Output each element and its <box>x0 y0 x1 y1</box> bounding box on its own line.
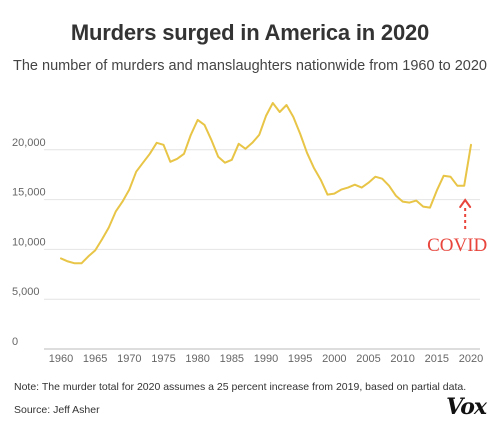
x-tick-label: 1980 <box>185 353 209 365</box>
x-tick-label: 1970 <box>117 353 141 365</box>
y-tick-label: 20,000 <box>12 137 46 149</box>
chart-title: Murders surged in America in 2020 <box>70 20 430 45</box>
x-tick-label: 1990 <box>254 353 278 365</box>
annotations: COVID <box>427 198 487 256</box>
y-tick-label: 5,000 <box>12 286 40 298</box>
y-tick-label: 15,000 <box>12 187 46 199</box>
x-tick-label: 1985 <box>220 353 244 365</box>
x-tick-label: 2005 <box>356 353 380 365</box>
grid-lines <box>44 149 480 350</box>
x-tick-label: 2010 <box>390 353 414 365</box>
y-axis-ticks: 0 5,000 10,000 15,000 20,000 <box>12 137 46 348</box>
x-tick-label: 1995 <box>288 353 312 365</box>
series-line-murders <box>60 102 472 265</box>
chart-subtitle: The number of murders and manslaughters … <box>13 58 487 74</box>
x-tick-label: 1965 <box>83 353 107 365</box>
covid-annotation-label: COVID <box>427 235 487 256</box>
x-tick-label: 2015 <box>425 353 449 365</box>
x-tick-label: 1975 <box>151 353 175 365</box>
x-tick-label: 2020 <box>459 353 483 365</box>
footnote: Note: The murder total for 2020 assumes … <box>14 381 467 393</box>
x-tick-label: 2000 <box>322 353 346 365</box>
y-tick-label: 10,000 <box>12 236 46 248</box>
vox-logo: Vox <box>446 394 487 420</box>
y-tick-label: 0 <box>12 336 18 348</box>
x-axis-ticks: 1960 1965 1970 1975 1980 1985 1990 1995 2000 2005… <box>49 353 483 365</box>
x-tick-label: 1960 <box>49 353 73 365</box>
covid-arrow-head <box>459 198 472 208</box>
source-line: Source: Jeff Asher <box>14 404 100 416</box>
